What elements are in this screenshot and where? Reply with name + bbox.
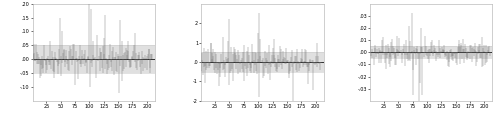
Bar (32, 45, 155, 73)
Bar (370, 46, 492, 58)
Bar (202, 52, 324, 72)
